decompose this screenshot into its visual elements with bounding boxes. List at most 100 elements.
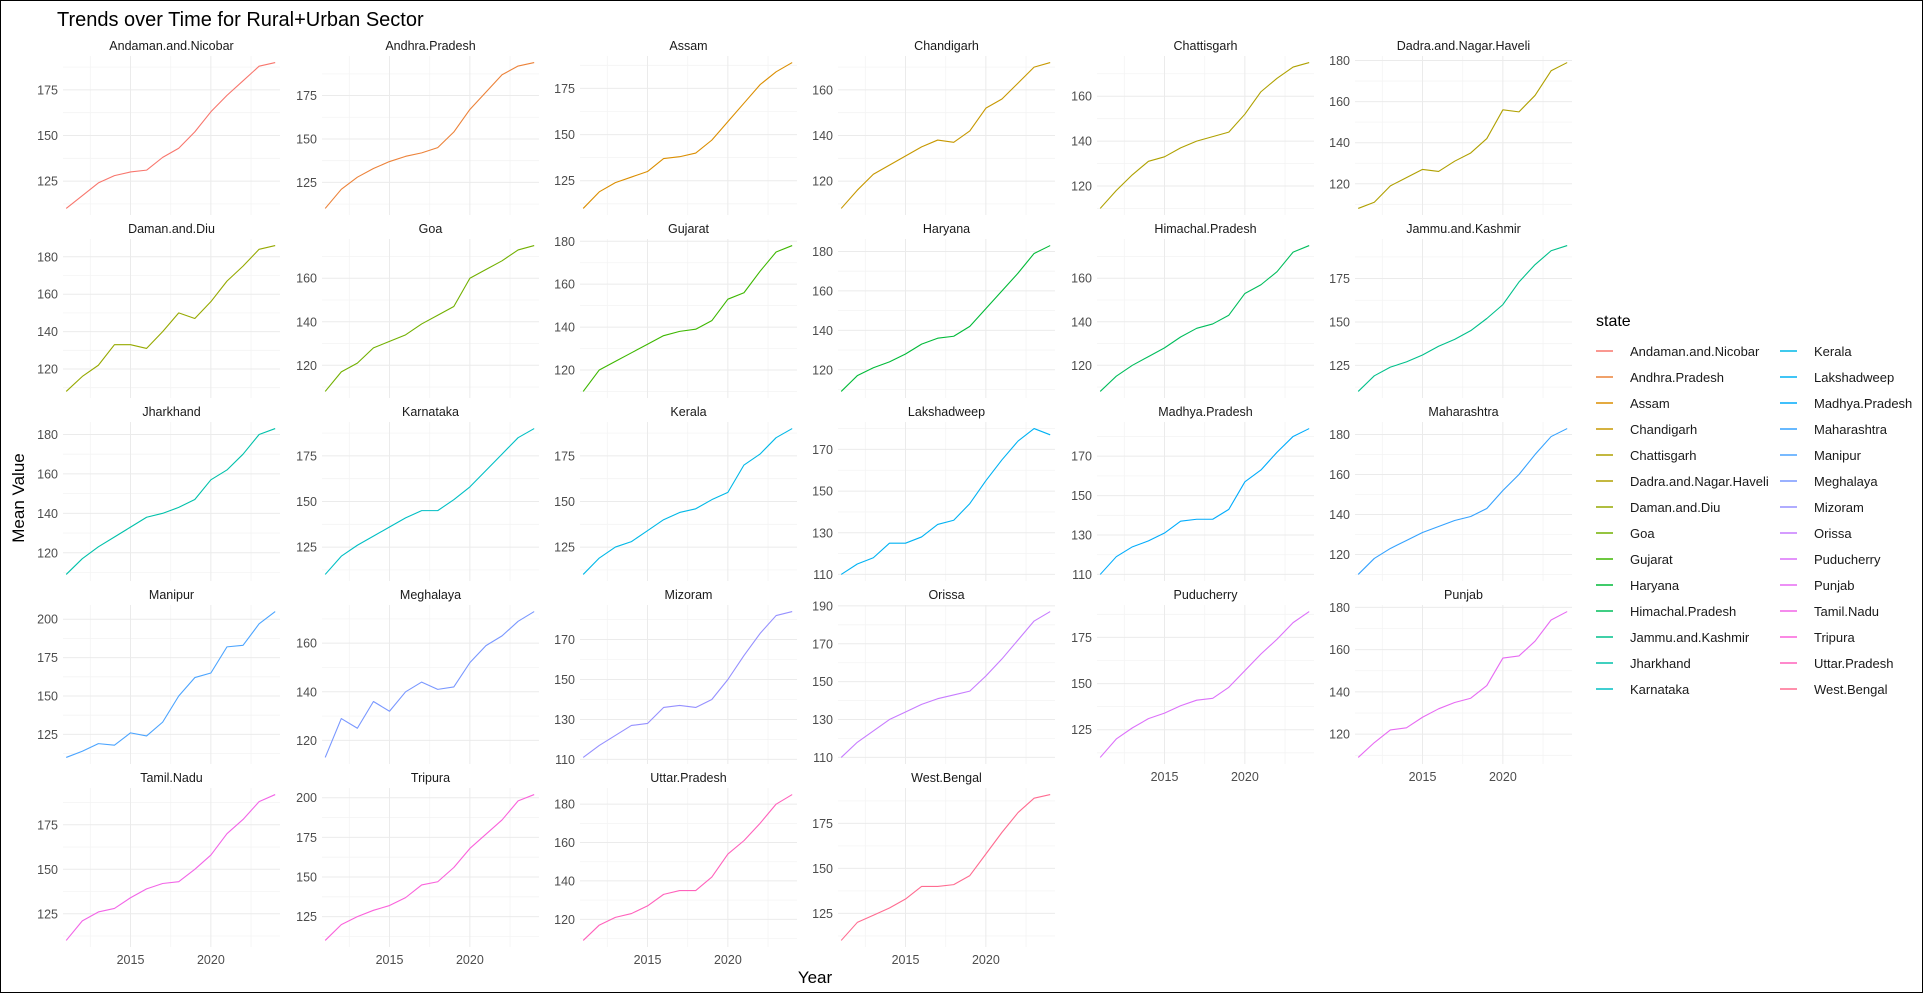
y-tick-label: 180 [37, 428, 58, 442]
y-tick-label: 140 [554, 321, 575, 335]
y-tick-label: 175 [554, 449, 575, 463]
series-line [65, 428, 276, 575]
y-tick-label: 150 [554, 128, 575, 142]
legend-item: Daman.and.Diu [1596, 500, 1720, 515]
y-tick-label: 170 [1071, 450, 1092, 464]
y-tick-label: 125 [554, 541, 575, 555]
facet-panel: Meghalaya 120 140 160 [296, 588, 539, 764]
legend-item: Gujarat [1596, 552, 1673, 567]
legend-item: Kerala [1780, 344, 1852, 359]
facet-panel: Madhya.Pradesh 110 130 150 170 [1071, 405, 1314, 582]
series-line [1099, 62, 1310, 209]
y-tick-label: 140 [1329, 508, 1350, 522]
facet-panel: Chattisgarh 120 140 160 [1071, 39, 1314, 215]
legend-label: Goa [1630, 526, 1655, 541]
y-tick-label: 160 [296, 272, 317, 286]
y-tick-label: 150 [37, 129, 58, 143]
legend-label: Karnataka [1630, 682, 1690, 697]
y-tick-label: 120 [1329, 177, 1350, 191]
series-line [1099, 611, 1310, 758]
facet-strip-label: Dadra.and.Nagar.Haveli [1397, 39, 1530, 53]
legend-item: Maharashtra [1780, 422, 1888, 437]
y-tick-label: 170 [812, 443, 833, 457]
series-line [1099, 428, 1310, 575]
y-tick-label: 160 [1329, 95, 1350, 109]
y-tick-label: 175 [554, 82, 575, 96]
facet-panel: Uttar.Pradesh 120 140 160 180 2015 2020 [554, 771, 797, 967]
facet-strip-label: Mizoram [665, 588, 713, 602]
series-line [65, 794, 276, 941]
y-tick-label: 140 [296, 315, 317, 329]
y-tick-label: 180 [812, 245, 833, 259]
y-tick-label: 190 [812, 599, 833, 613]
y-tick-label: 150 [296, 871, 317, 885]
series-line [840, 428, 1051, 575]
y-tick-label: 175 [37, 818, 58, 832]
series-line [1357, 245, 1568, 392]
legend-title: state [1596, 313, 1631, 330]
y-tick-label: 170 [554, 633, 575, 647]
legend-label: Haryana [1630, 578, 1680, 593]
chart-title: Trends over Time for Rural+Urban Sector [57, 9, 424, 31]
series-line [840, 611, 1051, 758]
facet-strip-label: Tamil.Nadu [140, 771, 203, 785]
legend-item: Chandigarh [1596, 422, 1697, 437]
legend-label: Mizoram [1814, 500, 1864, 515]
y-tick-label: 175 [812, 817, 833, 831]
y-tick-label: 160 [37, 288, 58, 302]
facet-panel: Tamil.Nadu 125 150 175 2015 2020 [37, 771, 280, 967]
legend-item: Manipur [1780, 448, 1862, 463]
y-tick-label: 120 [1329, 548, 1350, 562]
y-tick-label: 120 [812, 363, 833, 377]
y-tick-label: 140 [1071, 315, 1092, 329]
x-tick-label: 2020 [1489, 770, 1517, 784]
y-tick-label: 120 [296, 734, 317, 748]
legend-item: Mizoram [1780, 500, 1864, 515]
y-tick-label: 120 [296, 359, 317, 373]
y-tick-label: 110 [1072, 568, 1092, 582]
facet-strip-label: Andaman.and.Nicobar [109, 39, 233, 53]
facet-strip-label: Karnataka [402, 405, 459, 419]
legend-label: Madhya.Pradesh [1814, 396, 1912, 411]
y-tick-label: 160 [37, 467, 58, 481]
y-tick-label: 180 [554, 235, 575, 249]
series-line [65, 62, 276, 209]
y-tick-label: 125 [812, 907, 833, 921]
y-tick-label: 175 [1329, 272, 1350, 286]
legend-item: Jharkhand [1596, 656, 1691, 671]
y-tick-label: 140 [1071, 135, 1092, 149]
x-tick-label: 2020 [197, 953, 225, 967]
facet-panel: Andhra.Pradesh 125 150 175 [296, 39, 539, 215]
facet-panel: Himachal.Pradesh 120 140 160 [1071, 222, 1314, 398]
y-tick-label: 140 [812, 324, 833, 338]
y-tick-label: 120 [554, 363, 575, 377]
y-tick-label: 140 [37, 325, 58, 339]
y-tick-label: 120 [1071, 359, 1092, 373]
y-tick-label: 150 [1329, 315, 1350, 329]
y-tick-label: 150 [37, 863, 58, 877]
x-tick-label: 2020 [714, 953, 742, 967]
facet-panel: Jammu.and.Kashmir 125 150 175 [1329, 222, 1572, 398]
y-tick-label: 125 [296, 910, 317, 924]
legend-item: West.Bengal [1780, 682, 1888, 697]
facet-strip-label: Daman.and.Diu [128, 222, 215, 236]
facet-panel: West.Bengal 125 150 175 2015 2020 [812, 771, 1055, 967]
legend-label: Andaman.and.Nicobar [1630, 344, 1760, 359]
y-tick-label: 180 [1329, 601, 1350, 615]
facet-panel: Maharashtra 120 140 160 180 [1329, 405, 1572, 581]
series-line [582, 611, 793, 758]
y-tick-label: 150 [812, 862, 833, 876]
legend-item: Uttar.Pradesh [1780, 656, 1894, 671]
legend-item: Goa [1596, 526, 1655, 541]
series-line [1357, 611, 1568, 758]
y-tick-label: 200 [37, 613, 58, 627]
y-tick-label: 175 [296, 449, 317, 463]
series-line [1099, 245, 1310, 392]
y-tick-label: 120 [37, 546, 58, 560]
legend-label: Chandigarh [1630, 422, 1697, 437]
facet-strip-label: Tripura [411, 771, 450, 785]
legend-label: Tamil.Nadu [1814, 604, 1879, 619]
facet-panel: Orissa 110 130 150 170 190 [812, 588, 1055, 765]
series-line [324, 794, 535, 941]
